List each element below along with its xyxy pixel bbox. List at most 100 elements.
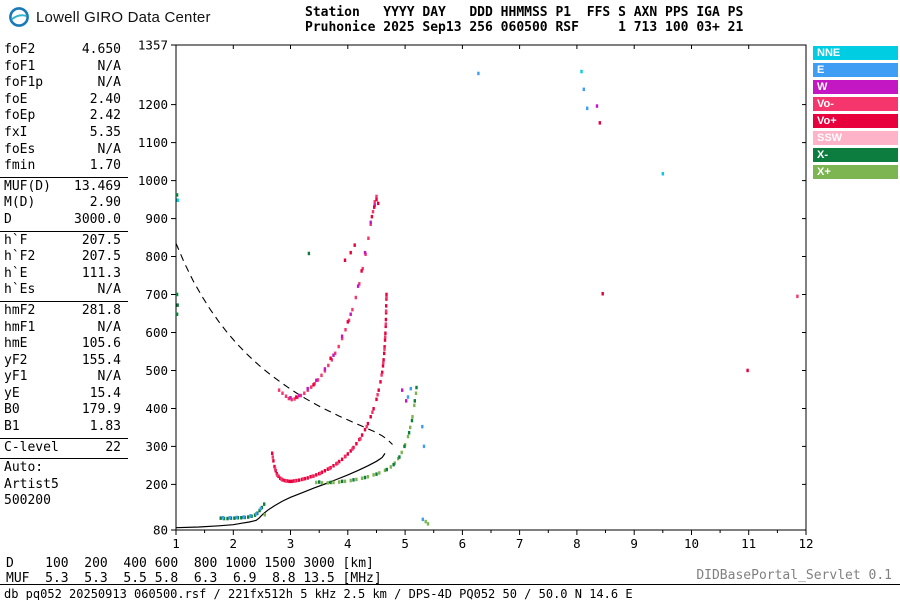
- station-header-line1: Station YYYY DAY DDD HHMMSS P1 FFS S AXN…: [305, 5, 744, 20]
- param-foe: foE 2.40: [0, 92, 128, 109]
- legend-item-e: E: [813, 63, 898, 77]
- legend-item-vo: Vo-: [813, 97, 898, 111]
- param-label: yF1: [4, 369, 28, 385]
- measurement-status-line: db pq052 20250913 060500.rsf / 221fx512h…: [4, 587, 633, 600]
- param-group-5: Auto: Artist5 500200: [0, 459, 128, 512]
- param-label: Auto:: [4, 460, 44, 476]
- param-yf1: yF1 N/A: [0, 369, 128, 386]
- legend-item-nne: NNE: [813, 46, 898, 60]
- muf-distance-table: D 100 200 400 600 800 1000 1500 3000 [km…: [6, 556, 382, 586]
- param-value: 5.35: [89, 124, 121, 140]
- legend-item-ssw: SSW: [813, 131, 898, 145]
- param-label: foEp: [4, 108, 36, 124]
- param-ye: yE 15.4: [0, 386, 128, 403]
- param-label: fmin: [4, 158, 36, 174]
- distance-row: D 100 200 400 600 800 1000 1500 3000 [km…: [6, 556, 374, 571]
- param-fof1p: foF1p N/A: [0, 75, 128, 92]
- param-label: fxI: [4, 124, 28, 140]
- param-value: 15.4: [89, 385, 121, 401]
- param-label: h`E: [4, 265, 28, 281]
- svg-text:10: 10: [684, 536, 699, 551]
- param-hmf2: hmF2 281.8: [0, 303, 128, 320]
- param-value: 105.6: [81, 336, 121, 352]
- servlet-version-label: DIDBasePortal_Servlet 0.1: [696, 568, 892, 583]
- svg-text:12: 12: [798, 536, 813, 551]
- svg-text:1100: 1100: [138, 135, 168, 150]
- svg-text:400: 400: [145, 401, 168, 416]
- param-foep: foEp 2.42: [0, 108, 128, 125]
- param-group-0: foF2 4.650 foF1 N/A foF1p N/A foE 2.40 foEp 2.42 f…: [0, 41, 128, 178]
- param-hme: hmE 105.6: [0, 336, 128, 353]
- svg-text:7: 7: [516, 536, 524, 551]
- svg-text:6: 6: [459, 536, 467, 551]
- svg-text:1000: 1000: [138, 173, 168, 188]
- param-value: N/A: [97, 369, 121, 385]
- param-yf2: yF2 155.4: [0, 353, 128, 370]
- svg-text:600: 600: [145, 325, 168, 340]
- param-label: D: [4, 211, 12, 227]
- legend-item-w: W: [813, 80, 898, 94]
- param-value: 207.5: [81, 249, 121, 265]
- param-foes: foEs N/A: [0, 142, 128, 159]
- param-clevel: C-level 22: [0, 440, 128, 457]
- svg-text:700: 700: [145, 287, 168, 302]
- param-value: 2.90: [89, 195, 121, 211]
- param-label: foF1: [4, 58, 36, 74]
- legend-item-vo: Vo+: [813, 114, 898, 128]
- legend-item-x: X-: [813, 148, 898, 162]
- param-label: h`Es: [4, 282, 36, 298]
- param-fmin: fmin 1.70: [0, 158, 128, 175]
- param-label: foF1p: [4, 75, 44, 91]
- param-group-3: hmF2 281.8 hmF1 N/A hmE 105.6 yF2 155.4 yF1 N/A yE…: [0, 302, 128, 439]
- param-hmf1: hmF1 N/A: [0, 320, 128, 337]
- param-group-4: C-level 22: [0, 439, 128, 460]
- param-artist5: Artist5: [0, 477, 128, 494]
- doppler-legend: NNE E W Vo- Vo+ SSW X- X+: [813, 46, 898, 182]
- footer-divider: [0, 584, 900, 585]
- svg-text:1357: 1357: [138, 38, 168, 53]
- svg-text:1200: 1200: [138, 97, 168, 112]
- param-label: M(D): [4, 195, 36, 211]
- param-label: B1: [4, 419, 20, 435]
- svg-text:4: 4: [344, 536, 352, 551]
- lowell-giro-logo: Lowell GIRO Data Center: [8, 6, 211, 28]
- param-label: h`F: [4, 232, 28, 248]
- svg-text:1: 1: [172, 536, 180, 551]
- param-hf: h`F 207.5: [0, 233, 128, 250]
- svg-text:500: 500: [145, 363, 168, 378]
- svg-text:2: 2: [230, 536, 238, 551]
- svg-text:9: 9: [630, 536, 638, 551]
- param-label: h`F2: [4, 249, 36, 265]
- param-value: 22: [105, 439, 121, 455]
- param-label: B0: [4, 402, 20, 418]
- param-label: C-level: [4, 439, 59, 455]
- parameter-panel: foF2 4.650 foF1 N/A foF1p N/A foE 2.40 foEp 2.42 f…: [0, 41, 128, 512]
- station-header-line2: Pruhonice 2025 Sep13 256 060500 RSF 1 71…: [305, 20, 744, 35]
- param-hf2: h`F2 207.5: [0, 249, 128, 266]
- param-group-2: h`F 207.5 h`F2 207.5 h`E 111.3 h`Es N/A: [0, 232, 128, 302]
- param-label: yE: [4, 385, 20, 401]
- param-auto: Auto:: [0, 460, 128, 477]
- param-fof1: foF1 N/A: [0, 59, 128, 76]
- param-fxi: fxI 5.35: [0, 125, 128, 142]
- param-value: N/A: [97, 58, 121, 74]
- svg-text:3: 3: [287, 536, 295, 551]
- param-value: 4.650: [81, 42, 121, 57]
- param-label: 500200: [4, 493, 51, 509]
- param-value: 155.4: [81, 352, 121, 368]
- param-b0: B0 179.9: [0, 402, 128, 419]
- param-value: N/A: [97, 75, 121, 91]
- param-value: 2.42: [89, 108, 121, 124]
- param-label: hmE: [4, 336, 28, 352]
- param-value: N/A: [97, 319, 121, 335]
- param-value: 179.9: [81, 402, 121, 418]
- param-b1: B1 1.83: [0, 419, 128, 436]
- legend-item-x: X+: [813, 165, 898, 179]
- svg-text:80: 80: [153, 523, 168, 538]
- param-value: 3000.0: [74, 211, 121, 227]
- param-mufd: MUF(D) 13.469: [0, 179, 128, 196]
- param-hes: h`Es N/A: [0, 282, 128, 299]
- param-value: 1.83: [89, 419, 121, 435]
- param-d: D 3000.0: [0, 212, 128, 229]
